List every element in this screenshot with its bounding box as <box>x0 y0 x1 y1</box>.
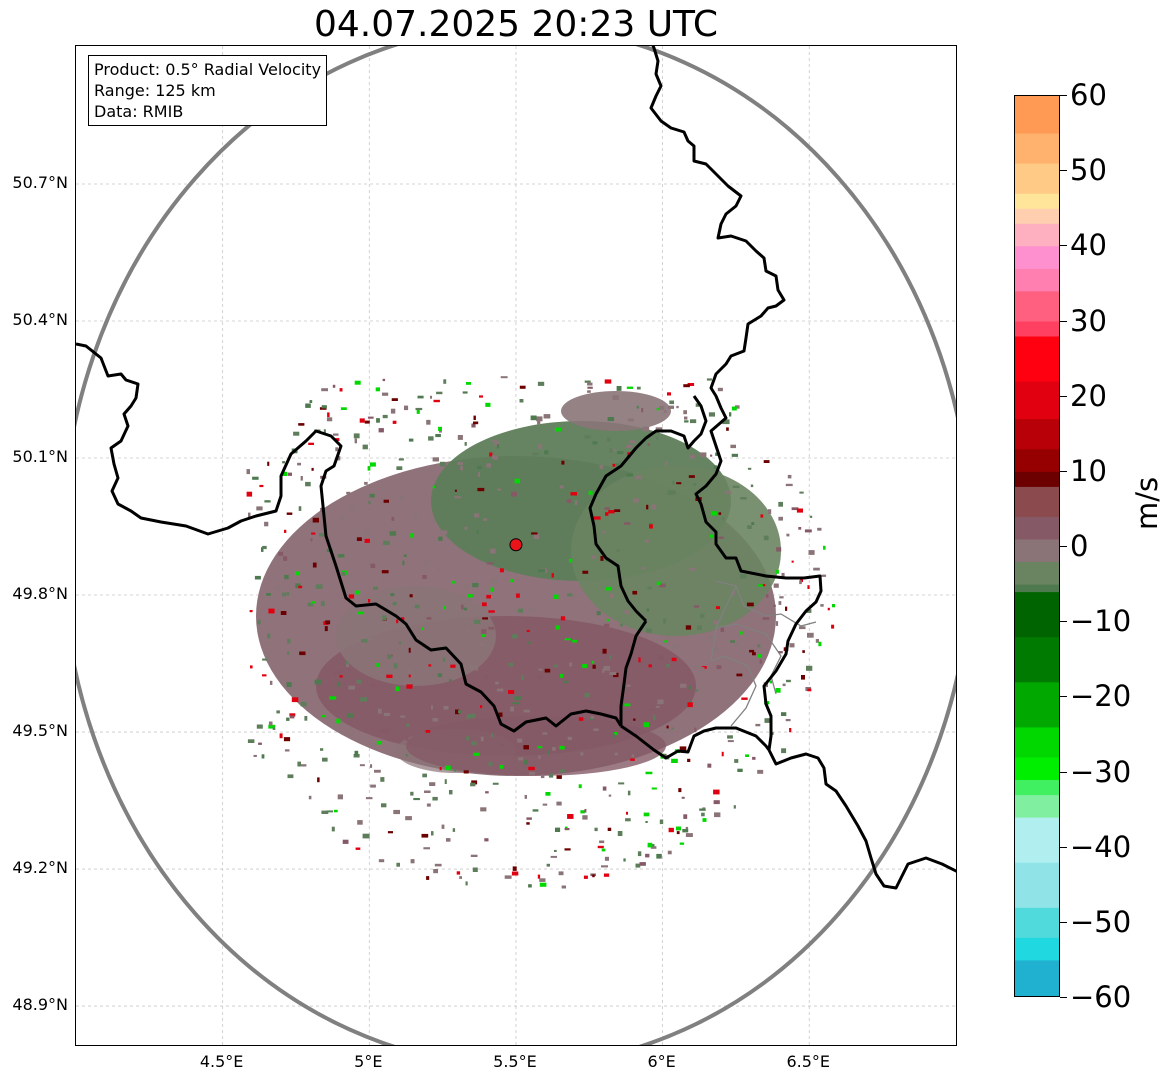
info-data-source: Data: RMIB <box>94 102 184 121</box>
colorbar-tick-mark <box>1060 395 1067 397</box>
colorbar-band <box>1015 592 1059 638</box>
colorbar-band <box>1015 907 1059 939</box>
colorbar-tick-mark <box>1060 997 1067 998</box>
colorbar-band <box>1015 449 1059 473</box>
colorbar-tick-mark <box>1060 696 1067 698</box>
colorbar-band <box>1015 193 1059 210</box>
radar-map[interactable] <box>75 45 957 1046</box>
colorbar-band <box>1015 163 1059 195</box>
admin-borders <box>710 580 817 727</box>
colorbar-band <box>1015 795 1059 819</box>
colorbar-band <box>1015 539 1059 563</box>
colorbar-tick-label: 50 <box>1070 153 1107 188</box>
colorbar-tick-label: 40 <box>1070 228 1107 263</box>
colorbar-band <box>1015 682 1059 728</box>
country-borders <box>76 46 956 890</box>
colorbar-band <box>1015 584 1059 593</box>
colorbar-band <box>1015 817 1059 864</box>
colorbar-tick-mark <box>1060 621 1067 623</box>
colorbar-band <box>1015 246 1059 270</box>
colorbar-band <box>1015 471 1059 488</box>
colorbar-tick-label: −40 <box>1070 829 1132 864</box>
radar-echoes <box>246 376 835 889</box>
colorbar-tick-label: 60 <box>1070 78 1107 112</box>
radar-site-marker[interactable] <box>509 538 523 552</box>
colorbar-band <box>1015 336 1059 383</box>
colorbar-tick-label: 30 <box>1070 303 1107 338</box>
lat-tick-label: 49.5°N <box>12 721 68 741</box>
colorbar-band <box>1015 419 1059 450</box>
lon-tick-label: 6.5°E <box>786 1052 831 1071</box>
colorbar-band <box>1015 637 1059 683</box>
colorbar-band <box>1015 381 1059 420</box>
colorbar-scale <box>1015 96 1059 996</box>
colorbar-band <box>1015 268 1059 292</box>
colorbar-band <box>1015 223 1059 247</box>
colorbar-band <box>1015 96 1059 135</box>
colorbar-tick-mark <box>1060 921 1067 923</box>
lat-tick-label: 50.4°N <box>12 310 68 329</box>
colorbar-unit-label: m/s <box>1130 476 1164 530</box>
colorbar-tick-mark <box>1060 846 1067 848</box>
colorbar-band <box>1015 862 1059 909</box>
lon-tick-label: 4.5°E <box>199 1052 244 1071</box>
colorbar-band <box>1015 133 1059 165</box>
colorbar-tick-label: −60 <box>1070 980 1132 1014</box>
colorbar-tick-label: 0 <box>1070 529 1089 563</box>
colorbar-tick-mark <box>1060 95 1067 96</box>
radar-map-canvas <box>76 46 956 1045</box>
colorbar-tick-label: −50 <box>1070 904 1132 939</box>
colorbar-tick-label: 20 <box>1070 378 1107 413</box>
info-range: Range: 125 km <box>94 81 216 100</box>
lon-tick-label: 6°E <box>647 1052 676 1071</box>
colorbar-band <box>1015 780 1059 796</box>
colorbar <box>1014 95 1060 997</box>
colorbar-tick-mark <box>1060 546 1067 547</box>
lat-tick-label: 50.1°N <box>12 447 68 467</box>
colorbar-band <box>1015 321 1059 338</box>
lon-tick-label: 5.5°E <box>493 1052 537 1071</box>
colorbar-tick-label: −30 <box>1070 754 1132 789</box>
colorbar-band <box>1015 291 1059 323</box>
lon-tick-label: 5°E <box>354 1052 383 1071</box>
colorbar-band <box>1015 516 1059 540</box>
lat-tick-label: 48.9°N <box>12 995 68 1015</box>
colorbar-tick-mark <box>1060 771 1067 773</box>
colorbar-band <box>1015 486 1059 518</box>
colorbar-tick-label: −10 <box>1070 604 1132 639</box>
colorbar-tick-label: −20 <box>1070 679 1132 714</box>
lat-tick-label: 49.8°N <box>12 584 68 604</box>
colorbar-band <box>1015 960 1059 996</box>
colorbar-band <box>1015 727 1059 759</box>
colorbar-tick-label: 10 <box>1070 453 1107 488</box>
colorbar-tick-mark <box>1060 320 1067 322</box>
map-title: 04.07.2025 20:23 UTC <box>313 4 719 45</box>
colorbar-band <box>1015 937 1059 962</box>
lat-tick-label: 49.2°N <box>12 858 68 878</box>
colorbar-tick-mark <box>1060 170 1067 172</box>
colorbar-tick-mark <box>1060 245 1067 247</box>
colorbar-band <box>1015 757 1059 781</box>
info-product: Product: 0.5° Radial Velocity <box>94 60 322 79</box>
colorbar-tick-mark <box>1060 470 1067 472</box>
info-box: Product: 0.5° Radial Velocity Range: 125… <box>88 55 328 126</box>
lat-tick-label: 50.7°N <box>12 173 68 192</box>
colorbar-band <box>1015 562 1059 586</box>
colorbar-band <box>1015 208 1059 225</box>
